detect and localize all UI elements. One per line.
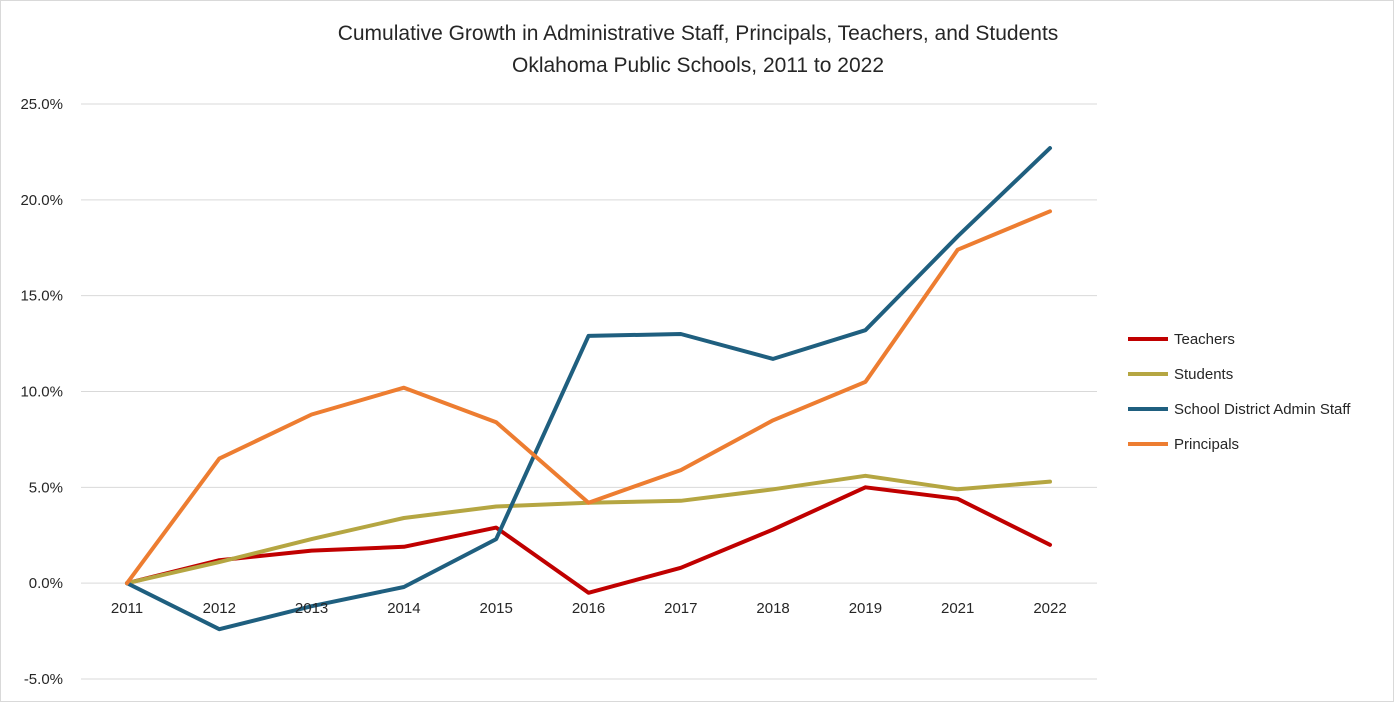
x-tick-label: 2013 [295,600,328,617]
x-tick-label: 2016 [572,600,605,617]
y-tick-label: 5.0% [29,479,63,496]
x-tick-label: 2021 [941,600,974,617]
y-tick-label: 15.0% [20,288,63,305]
series-line-principals [125,209,1052,586]
y-tick-label: 10.0% [20,384,63,401]
gridlines [81,103,1097,680]
legend-label-teachers: Teachers [1174,331,1235,348]
x-tick-label: 2017 [664,600,697,617]
y-axis-ticks: 25.0% 20.0% 15.0% 10.0% 5.0% 0.0% -5.0% [20,96,63,688]
x-tick-label: 2012 [203,600,236,617]
legend-label-principals: Principals [1174,436,1239,453]
series-line-teachers [125,485,1052,595]
chart-title: Cumulative Growth in Administrative Staf… [338,22,1059,45]
legend-label-students: Students [1174,366,1233,383]
x-tick-label: 2022 [1033,600,1066,617]
x-tick-label: 2015 [480,600,513,617]
x-tick-label: 2018 [756,600,789,617]
x-tick-label: 2014 [387,600,420,617]
x-axis-ticks: 2011 2012 2013 2014 2015 2016 2017 2018 2019 2021… [111,600,1067,617]
y-tick-label: 20.0% [20,192,63,209]
y-tick-label: 0.0% [29,575,63,592]
y-tick-label: -5.0% [24,671,63,688]
x-tick-label: 2019 [849,600,882,617]
x-tick-label: 2011 [111,600,143,617]
series-lines [125,146,1052,632]
y-tick-label: 25.0% [20,96,63,113]
legend: Teachers Students School District Admin St… [1128,331,1351,453]
series-line-school-district-admin-staff [125,146,1052,632]
chart-subtitle: Oklahoma Public Schools, 2011 to 2022 [512,54,884,77]
legend-label-school-district-admin-staff: School District Admin Staff [1174,401,1351,418]
